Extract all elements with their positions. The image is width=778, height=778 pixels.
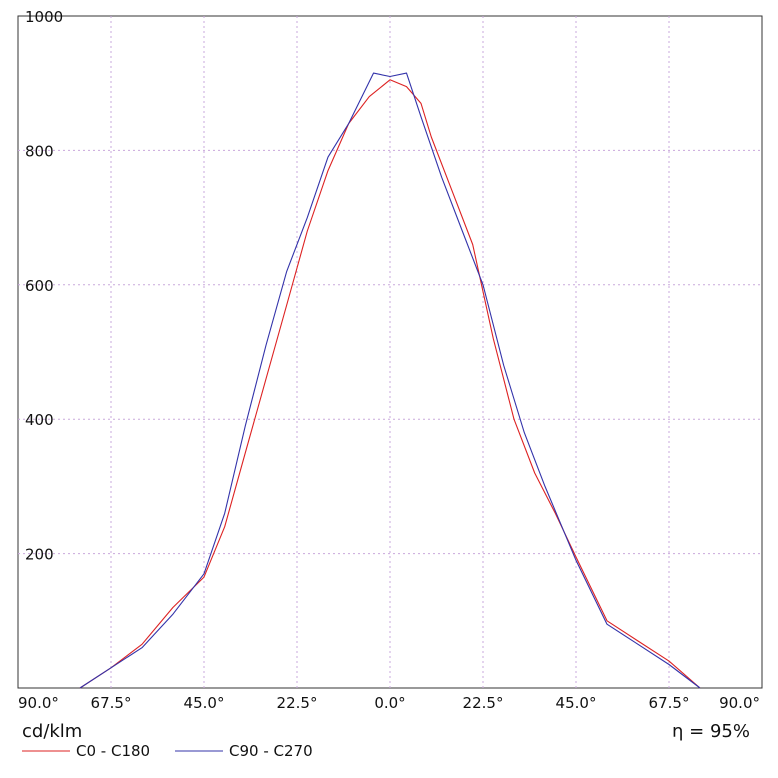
y-tick-label: 600 bbox=[25, 277, 54, 295]
y-tick-labels: 200 400 600 800 1000 bbox=[25, 8, 63, 564]
grid-lines bbox=[18, 16, 762, 688]
x-tick-labels: 90.0° 67.5° 45.0° 22.5° 0.0° 22.5° 45.0° 67.5° 9… bbox=[18, 694, 760, 712]
x-tick-label: 90.0° bbox=[18, 694, 59, 712]
legend-label-c0-c180: C0 - C180 bbox=[76, 742, 150, 760]
x-tick-label: 22.5° bbox=[277, 694, 318, 712]
legend: C0 - C180 C90 - C270 bbox=[22, 742, 313, 760]
x-tick-label: 45.0° bbox=[556, 694, 597, 712]
x-tick-label: 45.0° bbox=[184, 694, 225, 712]
series-lines bbox=[79, 72, 701, 689]
y-tick-label: 1000 bbox=[25, 8, 63, 26]
y-tick-label: 800 bbox=[25, 142, 54, 160]
efficiency-label: η = 95% bbox=[672, 721, 750, 742]
unit-label: cd/klm bbox=[22, 721, 82, 742]
x-tick-label: 22.5° bbox=[463, 694, 504, 712]
y-tick-label: 200 bbox=[25, 546, 54, 564]
x-tick-label: 0.0° bbox=[374, 694, 405, 712]
series-line-c90-c270 bbox=[79, 72, 701, 689]
x-tick-label: 67.5° bbox=[649, 694, 690, 712]
x-tick-label: 90.0° bbox=[719, 694, 760, 712]
legend-label-c90-c270: C90 - C270 bbox=[229, 742, 313, 760]
y-tick-label: 400 bbox=[25, 411, 54, 429]
x-tick-label: 67.5° bbox=[91, 694, 132, 712]
